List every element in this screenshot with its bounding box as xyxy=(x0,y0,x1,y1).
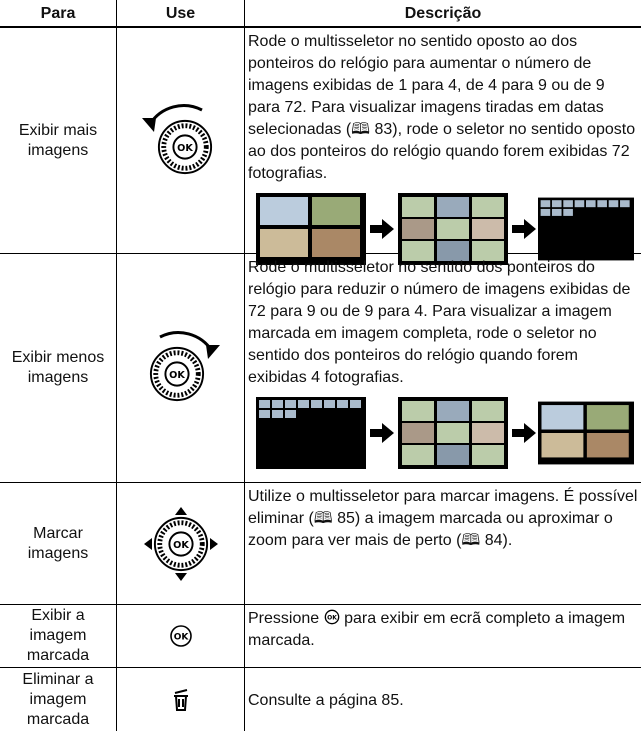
desc-cell: Rode o multisseletor no sentido dos pont… xyxy=(245,254,641,483)
use-cell xyxy=(117,668,245,731)
svg-text:OK: OK xyxy=(327,614,337,621)
desc-text: Pressione xyxy=(248,610,320,627)
desc-text: Rode o multisseletor no sentido dos pont… xyxy=(248,259,631,386)
svg-text:OK: OK xyxy=(173,633,189,643)
thumbnails xyxy=(256,397,634,469)
para-cell: Exibir menos imagens xyxy=(0,254,117,483)
use-cell xyxy=(117,254,245,483)
desc-cell: Pressione OK para exibir em ecrã complet… xyxy=(245,605,641,668)
para-cell: Eliminar a imagem marcada xyxy=(0,668,117,731)
desc-cell: Consulte a página 85. xyxy=(248,692,404,709)
header-cell: Descrição xyxy=(245,0,641,28)
use-cell xyxy=(117,28,245,254)
use-cell xyxy=(117,483,245,605)
ok-icon: OK xyxy=(169,625,192,647)
use-cell: OK xyxy=(117,605,245,668)
dial-cw-icon xyxy=(136,331,220,413)
desc-cell: Rode o multisseletor no sentido oposto a… xyxy=(245,28,641,265)
header-cell: Use xyxy=(117,0,245,28)
multiselector-icon xyxy=(143,506,218,581)
para-cell: Marcar imagens xyxy=(0,483,117,605)
desc-cell: Utilize o multisseletor para marcar imag… xyxy=(245,483,641,605)
header-cell: Para xyxy=(0,0,117,28)
desc-text: para exibir em ecrã completo a imagem ma… xyxy=(248,610,626,649)
para-cell: Exibir a imagem marcada xyxy=(0,605,117,668)
desc-text: Rode o multisseletor no sentido oposto a… xyxy=(248,33,636,182)
para-cell: Exibir mais imagens xyxy=(0,28,117,254)
trash-icon xyxy=(173,688,188,711)
ok-icon: OK xyxy=(324,609,339,625)
dial-ccw-icon xyxy=(141,103,226,186)
